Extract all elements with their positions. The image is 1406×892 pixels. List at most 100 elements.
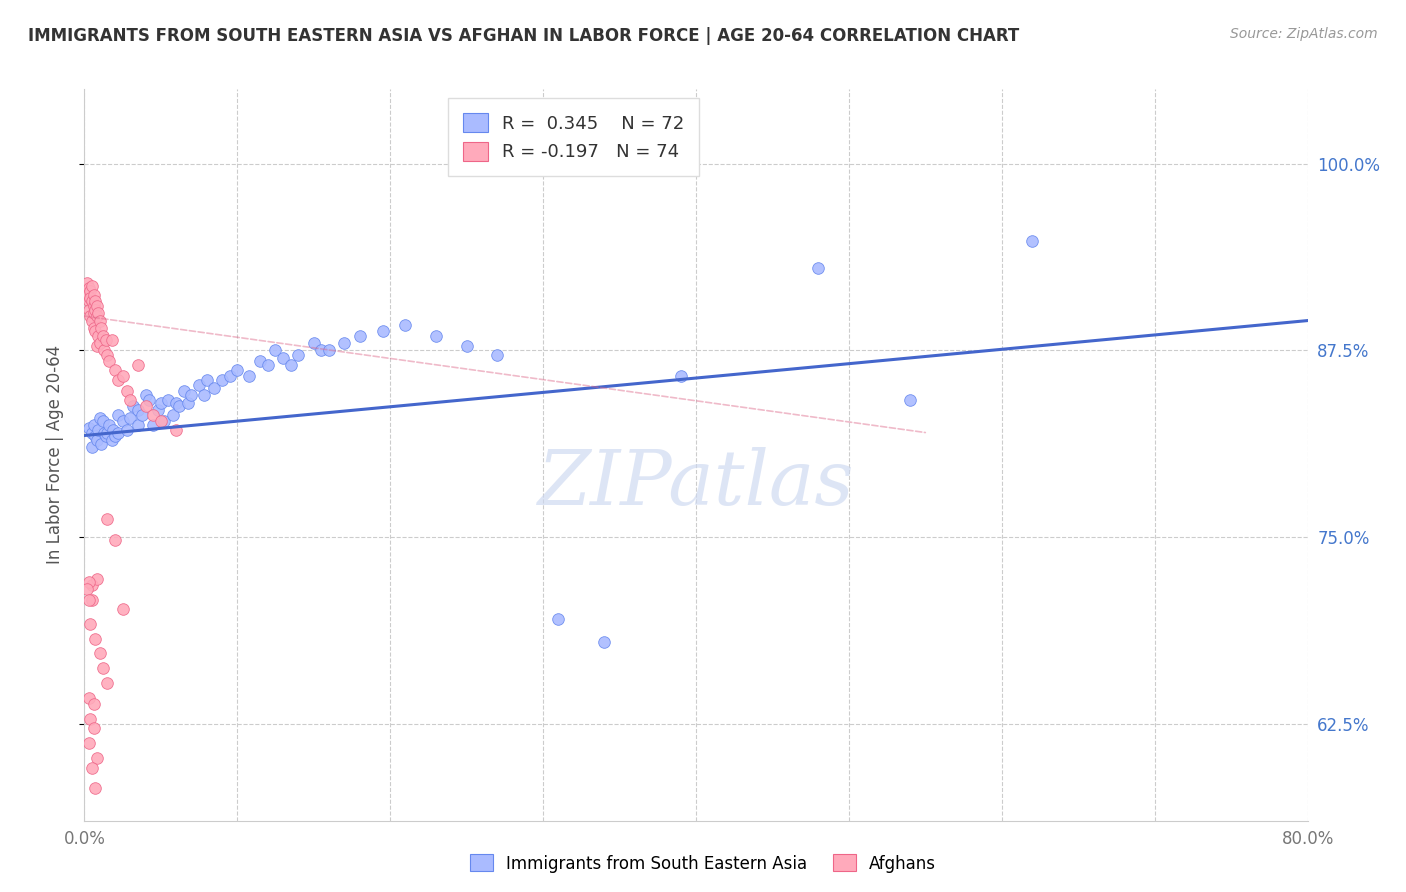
Point: [83, 306, 105, 320]
Point: [107, 425, 129, 440]
Point: [94, 428, 117, 442]
Point: [80, 294, 103, 309]
Point: [104, 363, 127, 377]
Point: [79, 309, 101, 323]
Point: [115, 384, 138, 398]
Point: [127, 359, 149, 373]
Point: [547, 612, 569, 626]
Point: [120, 392, 142, 407]
Point: [87, 306, 110, 320]
Point: [80, 279, 103, 293]
Point: [94, 333, 117, 347]
Point: [271, 351, 294, 365]
Point: [77, 303, 100, 318]
Point: [76, 582, 98, 597]
Point: [86, 299, 108, 313]
Point: [153, 414, 176, 428]
Point: [96, 512, 118, 526]
Point: [80, 761, 103, 775]
Point: [104, 533, 127, 547]
Point: [77, 421, 100, 435]
Point: [120, 410, 142, 425]
Point: [77, 736, 100, 750]
Point: [96, 348, 118, 362]
Point: [287, 348, 309, 362]
Point: [93, 343, 115, 358]
Point: [149, 414, 172, 428]
Point: [77, 574, 100, 589]
Point: [87, 328, 110, 343]
Point: [195, 373, 218, 387]
Point: [807, 261, 830, 276]
Point: [349, 328, 371, 343]
Point: [80, 578, 103, 592]
Point: [84, 324, 107, 338]
Point: [157, 392, 180, 407]
Point: [76, 277, 98, 291]
Point: [302, 335, 325, 350]
Point: [131, 408, 153, 422]
Point: [96, 676, 118, 690]
Point: [177, 395, 200, 409]
Point: [333, 335, 356, 350]
Point: [80, 441, 103, 455]
Point: [127, 418, 149, 433]
Point: [311, 343, 333, 358]
Point: [149, 395, 172, 409]
Point: [371, 324, 394, 338]
Point: [249, 354, 271, 368]
Point: [91, 661, 114, 675]
Point: [180, 388, 202, 402]
Point: [135, 399, 157, 413]
Point: [84, 632, 107, 646]
Point: [79, 616, 101, 631]
Point: [593, 634, 616, 648]
Point: [97, 418, 120, 433]
Point: [1021, 235, 1043, 249]
Point: [101, 333, 124, 347]
Point: [257, 359, 280, 373]
Point: [486, 348, 509, 362]
Point: [83, 288, 105, 302]
Point: [425, 328, 447, 343]
Point: [135, 388, 157, 402]
Point: [165, 395, 187, 409]
Point: [83, 721, 105, 735]
Point: [83, 697, 105, 711]
Point: [173, 384, 195, 398]
Point: [84, 303, 107, 318]
Point: [86, 751, 108, 765]
Point: [226, 363, 249, 377]
Point: [77, 691, 100, 706]
Point: [104, 428, 127, 442]
Point: [456, 339, 478, 353]
Text: Source: ZipAtlas.com: Source: ZipAtlas.com: [1230, 27, 1378, 41]
Point: [84, 780, 107, 795]
Point: [898, 392, 921, 407]
Point: [188, 377, 211, 392]
Point: [165, 423, 187, 437]
Point: [96, 425, 118, 440]
Point: [127, 403, 149, 417]
Point: [79, 284, 101, 298]
Point: [280, 359, 302, 373]
Text: ZIPatlas: ZIPatlas: [537, 447, 855, 521]
Point: [111, 601, 134, 615]
Point: [167, 399, 190, 413]
Point: [111, 368, 134, 383]
Point: [77, 281, 100, 295]
Point: [103, 423, 125, 437]
Point: [91, 414, 114, 428]
Point: [218, 368, 240, 383]
Point: [77, 592, 100, 607]
Point: [89, 313, 111, 327]
Point: [86, 309, 108, 323]
Point: [101, 433, 124, 447]
Point: [83, 321, 105, 335]
Point: [193, 388, 215, 402]
Legend: R =  0.345    N = 72, R = -0.197   N = 74: R = 0.345 N = 72, R = -0.197 N = 74: [449, 98, 699, 176]
Point: [318, 343, 340, 358]
Text: IMMIGRANTS FROM SOUTH EASTERN ASIA VS AFGHAN IN LABOR FORCE | AGE 20-64 CORRELAT: IMMIGRANTS FROM SOUTH EASTERN ASIA VS AF…: [28, 27, 1019, 45]
Point: [93, 425, 115, 440]
Point: [91, 328, 114, 343]
